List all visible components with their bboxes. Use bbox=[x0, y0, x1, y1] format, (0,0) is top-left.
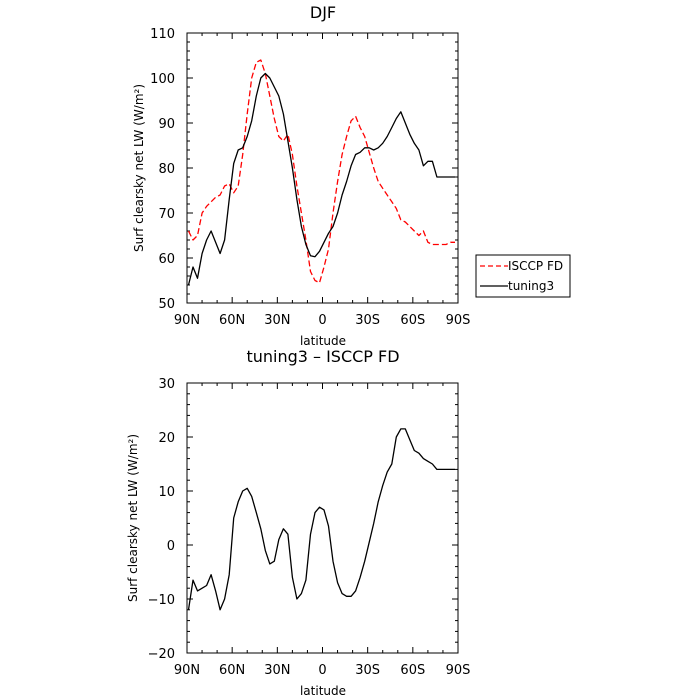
x-tick-label: 0 bbox=[318, 313, 326, 328]
x-tick-label: 30N bbox=[264, 663, 290, 678]
series-line-tuning3 bbox=[187, 72, 455, 286]
y-tick-label: −20 bbox=[148, 647, 175, 662]
chart-title: tuning3 – ISCCP FD bbox=[246, 347, 399, 366]
legend: ISCCP FD tuning3 bbox=[475, 254, 571, 298]
x-tick-label: 60N bbox=[219, 313, 245, 328]
y-tick-label: −10 bbox=[148, 593, 175, 608]
x-tick-label: 60S bbox=[400, 313, 425, 328]
y-tick-label: 70 bbox=[158, 207, 175, 222]
y-tick-label: 90 bbox=[158, 117, 175, 132]
panel-difference: tuning3 – ISCCP FD −20 −10 0 10 20 30 90N 60N 30… bbox=[126, 347, 470, 698]
y-tick-label: 10 bbox=[158, 485, 175, 500]
plot-frame bbox=[186, 32, 459, 304]
legend-label-tuning3: tuning3 bbox=[508, 279, 554, 293]
y-tick-label: 100 bbox=[150, 72, 175, 87]
y-tick-label: 80 bbox=[158, 162, 175, 177]
legend-label-isccp: ISCCP FD bbox=[508, 259, 563, 273]
x-tick-label: 60S bbox=[400, 663, 425, 678]
x-tick-label: 60N bbox=[219, 663, 245, 678]
x-axis-label: latitude bbox=[300, 334, 346, 348]
x-tick-label: 90N bbox=[174, 313, 200, 328]
series-line-difference bbox=[187, 428, 455, 611]
y-tick-label: 0 bbox=[167, 539, 175, 554]
y-tick-label: 50 bbox=[158, 297, 175, 312]
y-tick-label: 30 bbox=[158, 377, 175, 392]
y-tick-label: 110 bbox=[150, 27, 175, 42]
plot-frame bbox=[186, 382, 459, 654]
x-tick-label: 90N bbox=[174, 663, 200, 678]
chart-title: DJF bbox=[310, 3, 336, 22]
y-axis-label: Surf clearsky net LW (W/m²) bbox=[132, 84, 146, 252]
x-tick-label: 90S bbox=[446, 313, 471, 328]
x-tick-label: 30S bbox=[355, 313, 380, 328]
y-tick-label: 20 bbox=[158, 431, 175, 446]
series-line-isccp-fd bbox=[187, 59, 455, 284]
legend-box bbox=[475, 254, 571, 298]
x-tick-label: 90S bbox=[446, 663, 471, 678]
x-axis-label: latitude bbox=[300, 684, 346, 698]
x-tick-label: 30N bbox=[264, 313, 290, 328]
y-tick-label: 60 bbox=[158, 252, 175, 267]
x-tick-label: 30S bbox=[355, 663, 380, 678]
y-axis-label: Surf clearsky net LW (W/m²) bbox=[126, 434, 140, 602]
x-tick-label: 0 bbox=[318, 663, 326, 678]
